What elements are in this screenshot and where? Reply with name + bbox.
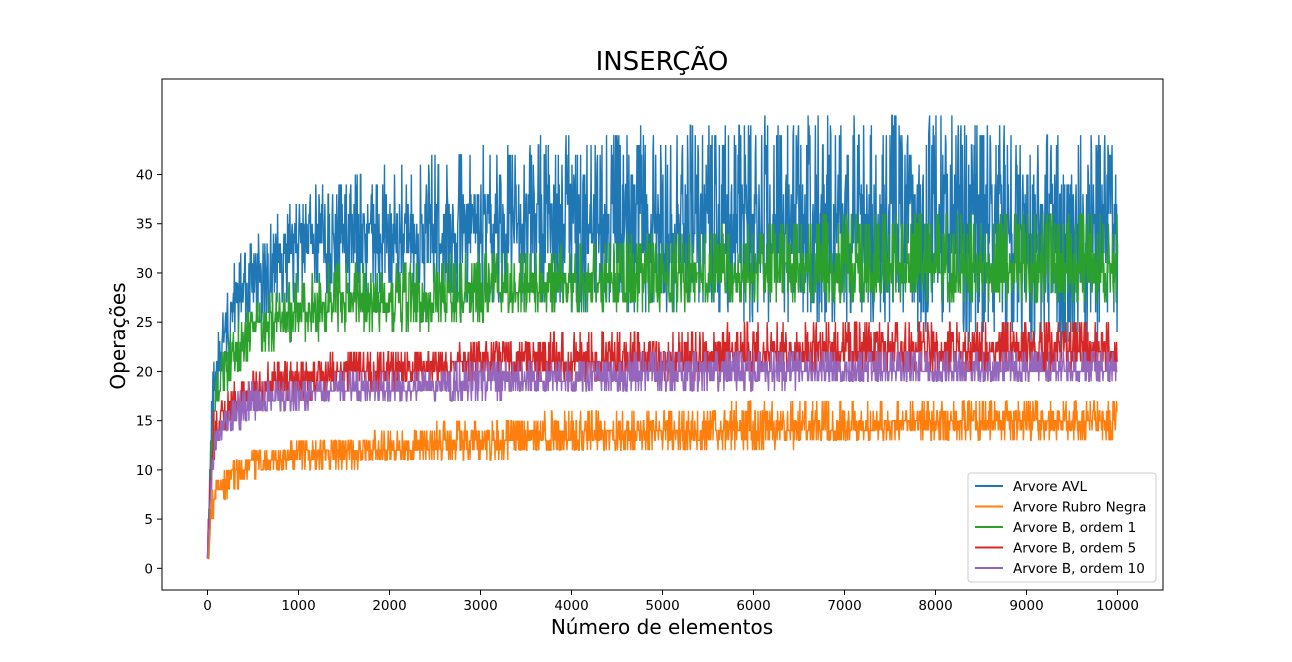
x-tick-label: 3000 bbox=[463, 598, 497, 614]
legend-entry: Arvore B, ordem 10 bbox=[1013, 561, 1145, 577]
x-tick-label: 7000 bbox=[827, 598, 861, 614]
y-tick-label: 30 bbox=[136, 266, 153, 282]
x-tick-label: 5000 bbox=[645, 598, 679, 614]
x-axis-ticks: 0 1000 2000 3000 4000 5000 6000 7000 8000 9000 100… bbox=[203, 590, 1139, 614]
y-tick-label: 35 bbox=[136, 217, 153, 233]
y-tick-label: 25 bbox=[136, 315, 153, 331]
x-tick-label: 2000 bbox=[372, 598, 406, 614]
y-tick-label: 40 bbox=[136, 168, 153, 184]
x-tick-label: 1000 bbox=[281, 598, 315, 614]
x-tick-label: 6000 bbox=[736, 598, 770, 614]
y-axis-ticks: 0 5 10 15 20 25 30 35 40 bbox=[136, 168, 162, 577]
x-tick-label: 0 bbox=[203, 598, 212, 614]
y-tick-label: 10 bbox=[136, 463, 153, 479]
x-tick-label: 8000 bbox=[918, 598, 952, 614]
y-axis-label: Operações bbox=[106, 282, 130, 389]
series-line bbox=[206, 321, 1118, 559]
series-line bbox=[206, 114, 1119, 559]
series-layer bbox=[206, 114, 1119, 560]
plot-area bbox=[161, 78, 1164, 591]
y-tick-label: 5 bbox=[144, 512, 153, 528]
legend: Arvore AVL Arvore Rubro Negra Arvore B, or… bbox=[967, 472, 1157, 583]
legend-entry: Arvore B, ordem 1 bbox=[1013, 520, 1136, 536]
y-tick-label: 15 bbox=[136, 414, 153, 430]
x-tick-label: 4000 bbox=[554, 598, 588, 614]
series-line bbox=[207, 400, 1118, 560]
legend-entry: Arvore B, ordem 5 bbox=[1013, 541, 1136, 557]
series-line bbox=[206, 351, 1118, 559]
legend-entry: Arvore AVL bbox=[1013, 479, 1087, 495]
y-tick-label: 20 bbox=[136, 364, 153, 380]
legend-entry: Arvore Rubro Negra bbox=[1013, 500, 1146, 516]
x-tick-label: 10000 bbox=[1096, 598, 1139, 614]
x-tick-label: 9000 bbox=[1009, 598, 1043, 614]
legend-frame bbox=[967, 472, 1157, 583]
series-line bbox=[206, 213, 1119, 559]
x-axis-label: Número de elementos bbox=[551, 615, 773, 639]
y-tick-label: 0 bbox=[144, 561, 153, 577]
chart-title: INSERÇÃO bbox=[596, 45, 729, 77]
